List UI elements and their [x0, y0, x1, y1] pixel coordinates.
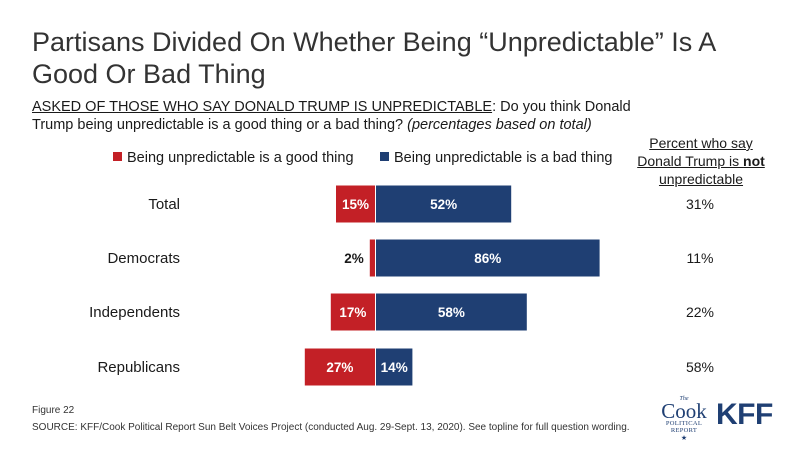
data-label-good-total: 15% [342, 197, 369, 212]
data-label-good-independents: 17% [339, 305, 366, 320]
chart-title: Partisans Divided On Whether Being “Unpr… [32, 27, 715, 89]
bar-bad-total [376, 185, 512, 223]
bar-bad-independents [376, 293, 527, 331]
category-label-total: Total [148, 196, 180, 213]
data-label-good-republicans: 27% [326, 360, 353, 375]
bar-good-total [336, 185, 375, 223]
category-label-democrats: Democrats [107, 250, 180, 267]
source-note: SOURCE: KFF/Cook Political Report Sun Be… [32, 422, 630, 433]
bar-good-independents [330, 293, 375, 331]
data-label-bad-independents: 58% [438, 305, 465, 320]
bar-bad-democrats [376, 239, 600, 277]
bar-good-republicans [304, 348, 375, 386]
figure-number: Figure 22 [32, 405, 75, 416]
side-header-line2: Donald Trump is [637, 153, 744, 169]
data-label-bad-total: 52% [430, 197, 457, 212]
side-column-header: Percent who say Donald Trump is not unpr… [624, 134, 778, 188]
data-label-bad-democrats: 86% [474, 251, 501, 266]
question-note: (percentages based on total) [407, 117, 592, 133]
side-header-line3: unpredictable [658, 171, 744, 187]
legend-item-bad: Being unpredictable is a bad thing [380, 150, 612, 166]
kff-logo: KFF [716, 398, 773, 431]
side-value-democrats: 11% [687, 250, 714, 266]
side-header-line1: Percent who say [649, 135, 753, 151]
legend-swatch-good [113, 152, 122, 161]
category-label-republicans: Republicans [97, 359, 180, 376]
bar-bad-republicans [376, 348, 413, 386]
bar-good-democrats [369, 239, 375, 277]
legend-item-good: Being unpredictable is a good thing [113, 150, 354, 166]
question-body: : Do you think Donald Trump being unpred… [32, 99, 631, 133]
question-text: ASKED OF THOSE WHO SAY DONALD TRUMP IS U… [32, 98, 652, 134]
legend-swatch-bad [380, 152, 389, 161]
cook-political-report-logo: The Cook POLITICAL REPORT ★ [661, 396, 707, 442]
side-value-republicans: 58% [686, 359, 714, 375]
side-value-total: 31% [686, 196, 714, 212]
data-label-bad-republicans: 14% [381, 360, 408, 375]
legend-label-bad: Being unpredictable is a bad thing [394, 150, 613, 166]
legend-label-good: Being unpredictable is a good thing [127, 150, 354, 166]
category-label-independents: Independents [89, 304, 180, 321]
data-label-good-democrats: 2% [344, 251, 364, 266]
side-header-bold: not [743, 153, 765, 169]
side-value-independents: 22% [686, 304, 714, 320]
question-lead: ASKED OF THOSE WHO SAY DONALD TRUMP IS U… [32, 99, 493, 115]
